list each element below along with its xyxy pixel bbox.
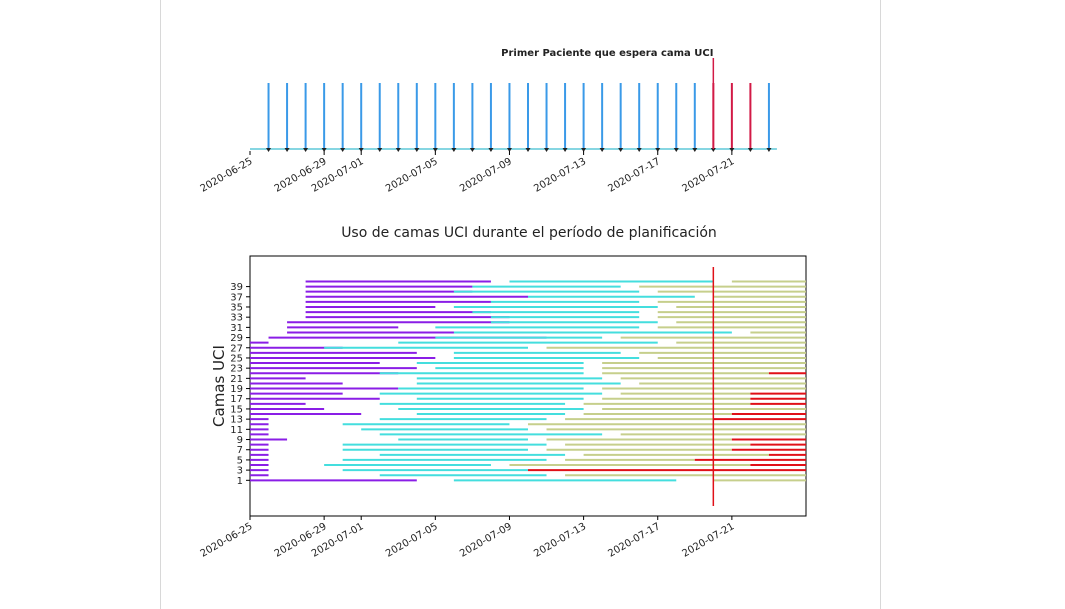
y-tick-label: 7 <box>237 445 243 456</box>
y-tick-label: 15 <box>230 404 243 415</box>
event-marker <box>692 148 698 152</box>
y-tick-label: 11 <box>230 425 243 436</box>
event-marker <box>581 148 587 152</box>
x-tick-label: 2020-06-25 <box>199 521 255 560</box>
event-marker <box>525 148 531 152</box>
y-tick-label: 3 <box>237 466 243 477</box>
x-tick-label: 2020-07-05 <box>384 521 440 560</box>
event-marker <box>451 148 457 152</box>
event-marker <box>284 148 290 152</box>
x-tick-label: 2020-07-13 <box>532 521 588 560</box>
x-tick-label: 2020-07-17 <box>606 156 662 195</box>
y-tick-label: 17 <box>230 394 243 405</box>
y-axis-label: Camas UCI <box>210 345 228 427</box>
event-marker <box>414 148 420 152</box>
y-tick-label: 29 <box>230 333 243 344</box>
chart-title: Uso de camas UCI durante el período de p… <box>341 225 717 241</box>
event-marker <box>488 148 494 152</box>
x-tick-label: 2020-07-09 <box>458 521 514 560</box>
event-marker <box>766 148 772 152</box>
event-marker <box>395 148 401 152</box>
panel <box>160 0 881 609</box>
event-marker <box>618 148 624 152</box>
event-marker <box>636 148 642 152</box>
y-tick-label: 33 <box>230 313 243 324</box>
x-tick-label: 2020-07-21 <box>681 156 737 195</box>
event-marker <box>544 148 550 152</box>
y-tick-label: 25 <box>230 353 243 364</box>
event-marker <box>673 148 679 152</box>
y-tick-label: 23 <box>230 364 243 375</box>
x-tick-label: 2020-07-05 <box>384 156 440 195</box>
x-tick-label: 2020-06-25 <box>199 156 255 195</box>
y-tick-label: 9 <box>237 435 243 446</box>
x-tick-label: 2020-07-13 <box>532 156 588 195</box>
event-marker <box>340 148 346 152</box>
y-tick-label: 1 <box>237 476 243 487</box>
y-tick-label: 31 <box>230 323 243 334</box>
y-tick-label: 13 <box>230 415 243 426</box>
y-tick-label: 21 <box>230 374 243 385</box>
event-marker <box>432 148 438 152</box>
event-marker <box>747 148 753 152</box>
y-tick-label: 35 <box>230 302 243 313</box>
x-tick-label: 2020-07-09 <box>458 156 514 195</box>
plot-frame <box>249 255 807 517</box>
y-tick-label: 19 <box>230 384 243 395</box>
x-tick-label: 2020-07-17 <box>606 521 662 560</box>
event-marker <box>266 148 272 152</box>
event-marker <box>599 148 605 152</box>
event-marker <box>655 148 661 152</box>
event-marker <box>377 148 383 152</box>
event-marker <box>303 148 309 152</box>
y-tick-label: 27 <box>230 343 243 354</box>
event-marker <box>469 148 475 152</box>
event-marker <box>562 148 568 152</box>
y-tick-label: 37 <box>230 292 243 303</box>
event-marker <box>729 148 735 152</box>
event-marker <box>506 148 512 152</box>
event-marker <box>710 148 716 152</box>
y-tick-label: 5 <box>237 455 243 466</box>
event-marker <box>358 148 364 152</box>
x-tick-label: 2020-07-21 <box>681 521 737 560</box>
event-marker <box>321 148 327 152</box>
y-tick-label: 39 <box>230 282 243 293</box>
annotation: Primer Paciente que espera cama UCI <box>501 48 713 59</box>
